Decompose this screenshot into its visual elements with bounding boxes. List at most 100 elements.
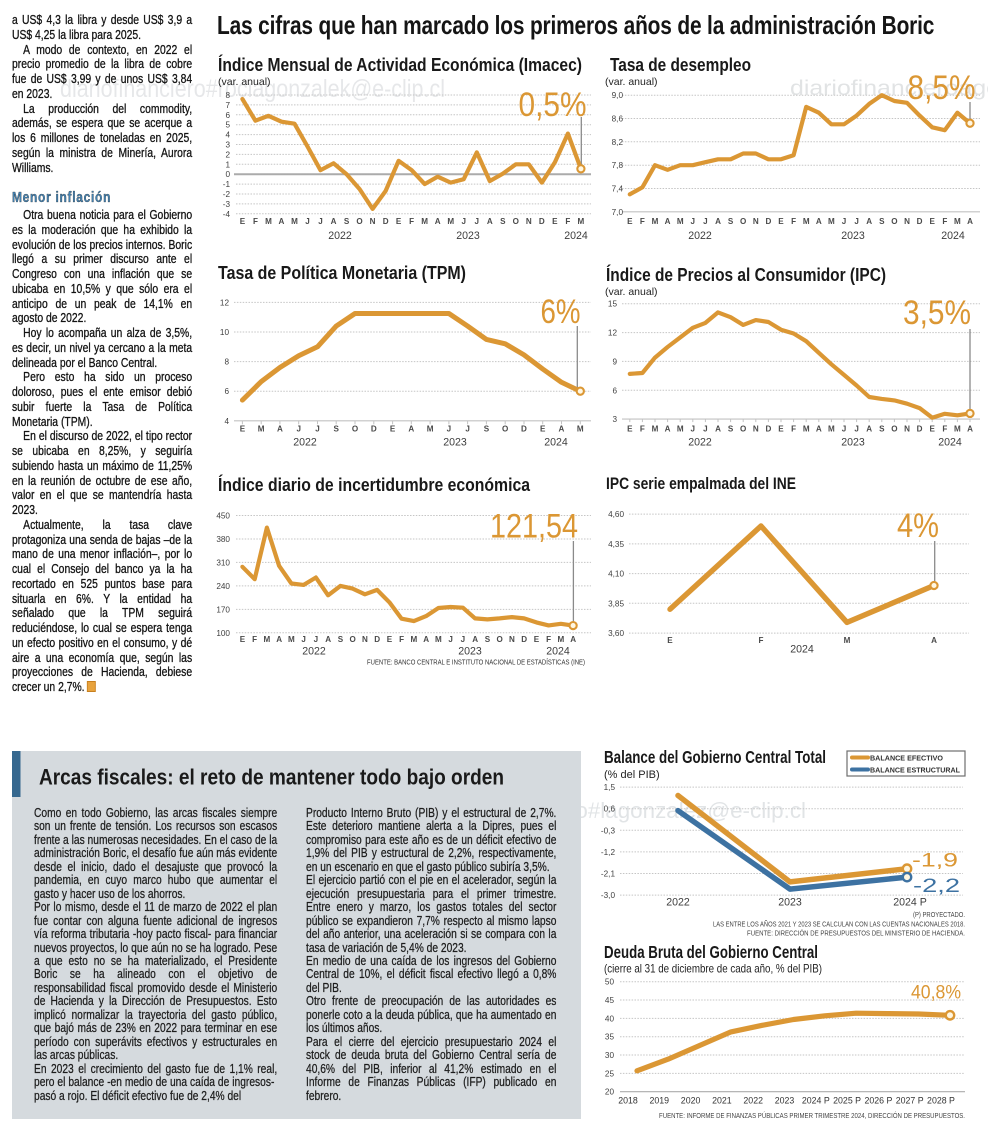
svg-text:0,6: 0,6 [604, 805, 616, 814]
svg-text:12: 12 [608, 329, 618, 338]
svg-text:O: O [891, 217, 897, 226]
svg-text:A: A [866, 425, 872, 434]
svg-text:O: O [891, 425, 897, 434]
svg-text:N: N [509, 635, 515, 644]
svg-text:35: 35 [605, 1033, 615, 1042]
svg-text:F: F [791, 217, 796, 226]
svg-text:A: A [816, 425, 822, 434]
svg-text:J: J [315, 425, 320, 434]
svg-text:1,5: 1,5 [604, 783, 616, 792]
svg-text:J: J [305, 217, 310, 226]
svg-text:S: S [879, 217, 885, 226]
svg-text:2022: 2022 [666, 897, 690, 909]
svg-text:E: E [778, 425, 784, 434]
svg-text:2018: 2018 [618, 1096, 638, 1106]
svg-text:40: 40 [605, 1014, 615, 1023]
svg-text:4: 4 [224, 417, 229, 426]
svg-text:F: F [409, 217, 414, 226]
svg-text:FUENTE: INFORME DE FINANZAS PÚ: FUENTE: INFORME DE FINANZAS PÚBLICAS PRI… [659, 1111, 965, 1120]
svg-text:2019: 2019 [650, 1096, 670, 1106]
svg-text:100: 100 [216, 629, 230, 638]
svg-text:8: 8 [225, 91, 230, 100]
svg-text:25: 25 [605, 1069, 615, 1078]
svg-text:F: F [640, 217, 645, 226]
svg-text:J: J [842, 217, 847, 226]
svg-text:40,8%: 40,8% [911, 982, 961, 1004]
svg-text:LAS ENTRE LOS AÑOS 2021 Y 2023: LAS ENTRE LOS AÑOS 2021 Y 2023 SE CALCUL… [713, 920, 965, 929]
svg-text:2020: 2020 [681, 1096, 701, 1106]
svg-text:A: A [279, 217, 285, 226]
svg-text:M: M [828, 217, 835, 226]
svg-text:-3,0: -3,0 [601, 891, 616, 900]
svg-text:2025 P: 2025 P [833, 1096, 861, 1106]
svg-text:E: E [396, 217, 402, 226]
svg-text:3: 3 [612, 415, 617, 424]
svg-text:8: 8 [224, 358, 229, 367]
svg-text:2024: 2024 [790, 644, 814, 656]
svg-text:O: O [356, 217, 362, 226]
svg-text:M: M [652, 217, 659, 226]
svg-text:(cierre al 31 de diciembre de: (cierre al 31 de diciembre de cada año, … [604, 962, 822, 976]
svg-text:F: F [253, 217, 258, 226]
svg-text:D: D [383, 217, 389, 226]
svg-text:M: M [803, 217, 810, 226]
svg-text:M: M [435, 635, 442, 644]
svg-text:E: E [240, 425, 246, 434]
svg-text:A: A [665, 217, 671, 226]
svg-text:O: O [497, 635, 503, 644]
svg-text:J: J [691, 217, 696, 226]
svg-text:S: S [485, 635, 491, 644]
svg-text:(P) PROYECTADO.: (P) PROYECTADO. [913, 912, 965, 919]
svg-text:N: N [370, 217, 376, 226]
svg-text:2024 P: 2024 P [802, 1096, 830, 1106]
svg-text:30: 30 [605, 1051, 615, 1060]
svg-text:10: 10 [220, 328, 230, 337]
svg-text:A: A [715, 425, 721, 434]
svg-text:-4: -4 [223, 210, 231, 219]
svg-text:E: E [778, 217, 784, 226]
svg-text:O: O [502, 425, 508, 434]
svg-text:Tasa de Política Monetaria (TP: Tasa de Política Monetaria (TPM) [218, 262, 466, 283]
svg-text:6: 6 [224, 387, 229, 396]
svg-text:Índice diario de incertidumbre: Índice diario de incertidumbre económica [218, 474, 531, 495]
svg-text:M: M [288, 635, 295, 644]
svg-text:O: O [513, 217, 519, 226]
svg-text:0,5%: 0,5% [519, 86, 587, 124]
svg-text:Arcas fiscales: el reto de man: Arcas fiscales: el reto de mantener todo… [39, 765, 504, 790]
svg-text:8,6: 8,6 [612, 115, 624, 124]
svg-text:A: A [408, 425, 414, 434]
svg-text:6%: 6% [541, 293, 581, 331]
svg-text:380: 380 [216, 535, 230, 544]
svg-text:2022: 2022 [328, 230, 352, 242]
svg-text:7,8: 7,8 [612, 161, 624, 170]
svg-text:-2,1: -2,1 [601, 870, 616, 879]
svg-text:S: S [728, 425, 734, 434]
svg-text:J: J [703, 425, 708, 434]
svg-text:E: E [540, 425, 546, 434]
svg-text:2023: 2023 [841, 230, 865, 242]
svg-text:M: M [578, 217, 585, 226]
svg-text:-1: -1 [223, 180, 231, 189]
svg-text:A: A [931, 636, 937, 645]
svg-text:3,85: 3,85 [608, 599, 624, 608]
svg-text:(var. anual): (var. anual) [605, 286, 658, 298]
svg-text:J: J [691, 425, 696, 434]
svg-text:A: A [665, 425, 671, 434]
svg-text:2024 P: 2024 P [893, 897, 927, 909]
svg-text:2022: 2022 [302, 646, 326, 658]
svg-text:N: N [904, 217, 910, 226]
svg-text:A: A [472, 635, 478, 644]
svg-text:J: J [447, 425, 452, 434]
svg-text:2022: 2022 [688, 437, 712, 449]
svg-text:D: D [371, 425, 377, 434]
svg-text:9: 9 [612, 357, 617, 366]
svg-text:A: A [559, 425, 565, 434]
svg-text:D: D [374, 635, 380, 644]
svg-text:D: D [765, 217, 771, 226]
svg-text:J: J [703, 217, 708, 226]
svg-text:2024: 2024 [546, 646, 570, 658]
svg-text:D: D [521, 635, 527, 644]
svg-text:9,0: 9,0 [612, 91, 624, 100]
svg-text:3,60: 3,60 [608, 629, 624, 638]
svg-text:E: E [387, 635, 393, 644]
